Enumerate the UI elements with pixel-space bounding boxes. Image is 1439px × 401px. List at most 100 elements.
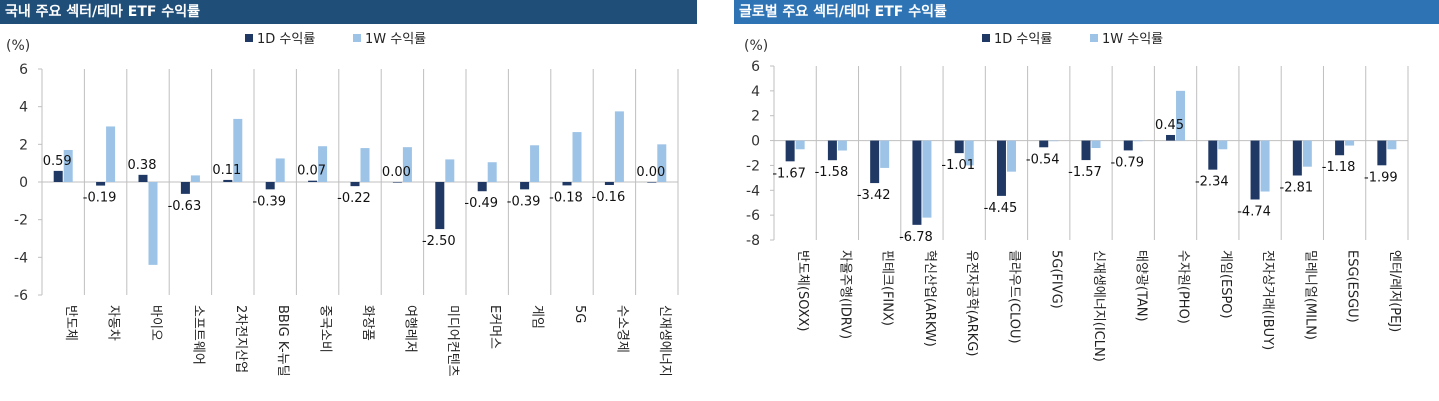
data-label-1d: -0.63 xyxy=(168,199,202,214)
y-axis-unit: (%) xyxy=(744,38,768,54)
category-label: 여행레저 xyxy=(402,305,418,353)
y-tick-label: 4 xyxy=(751,84,760,100)
category-label: 중국소비 xyxy=(318,305,333,353)
chart-title: 글로벌 주요 섹터/테마 ETF 수익률 xyxy=(734,0,1439,24)
bar-1w xyxy=(487,162,497,182)
bar-1d xyxy=(1208,140,1218,170)
bar-1w xyxy=(614,111,624,182)
category-label: 수소경제 xyxy=(614,305,629,353)
legend-swatch-1d xyxy=(982,34,990,42)
category-label: 5G(FIVG) xyxy=(1049,250,1064,309)
category-label: 미디어컨텐츠 xyxy=(445,305,460,377)
bar-1w xyxy=(106,126,116,182)
y-tick-label: -4 xyxy=(14,250,28,266)
bar-1w xyxy=(1260,140,1270,192)
global-etf-panel: 글로벌 주요 섹터/테마 ETF 수익률 (%) 1D 수익률 1W 수익률 -8 -6… xyxy=(734,0,1439,401)
bar-1d xyxy=(562,182,572,186)
legend-label-1d: 1D 수익률 xyxy=(257,32,315,47)
data-label-1d: -0.19 xyxy=(83,191,117,206)
bar-1w xyxy=(572,132,582,182)
data-label-1d: 0.07 xyxy=(297,164,326,179)
category-label: 수자원(PHO) xyxy=(1176,250,1191,324)
bar-1d xyxy=(96,182,106,186)
bar-1w xyxy=(530,145,540,182)
bar-1d xyxy=(392,182,402,183)
bar-1d xyxy=(954,140,964,154)
bar-1d xyxy=(827,140,837,161)
bar-1d xyxy=(1377,140,1387,166)
data-label-1d: 0.45 xyxy=(1155,118,1184,133)
data-label-1d: 0.59 xyxy=(43,154,72,169)
category-label: 신재생에너지(ICLN) xyxy=(1091,250,1106,362)
y-tick-label: -6 xyxy=(746,208,760,224)
bar-1d xyxy=(308,180,318,182)
bar-1d xyxy=(477,182,487,192)
bar-1w xyxy=(360,148,370,182)
bar-1w xyxy=(922,140,932,218)
y-axis-unit: (%) xyxy=(6,38,30,54)
bar-1w xyxy=(63,149,73,182)
category-label: 엔터/레저(PEJ) xyxy=(1387,250,1402,332)
data-label-1d: -0.49 xyxy=(464,196,498,211)
bar-1d xyxy=(53,170,63,182)
category-label: 유전자공학(ARKG) xyxy=(964,250,979,356)
bar-1d xyxy=(785,140,795,162)
data-label-1d: -6.78 xyxy=(899,230,933,245)
category-label: 신재생에너지 xyxy=(657,305,672,377)
category-label: 전자상거래(IBUY) xyxy=(1260,250,1275,350)
data-label-1d: -2.81 xyxy=(1280,180,1314,195)
bar-1w xyxy=(1176,90,1186,141)
legend-swatch-1w xyxy=(1090,34,1098,42)
y-tick-label: -2 xyxy=(746,158,760,174)
bar-1d xyxy=(223,179,233,182)
category-label: 태양광(TAN) xyxy=(1133,250,1148,322)
bar-1w xyxy=(657,144,667,182)
category-label: 자율주행(IDRV) xyxy=(837,250,853,339)
data-label-1d: -1.18 xyxy=(1322,160,1356,175)
data-label-1d: 0.00 xyxy=(636,165,665,180)
bar-1d xyxy=(350,182,360,187)
bar-1w xyxy=(190,175,200,182)
bar-1w xyxy=(1218,140,1228,150)
domestic-etf-chart: (%) 1D 수익률 1W 수익률 -6 -4 -2 0 2 4 6 0.59 반도체 -0.19 자동차… xyxy=(6,32,679,377)
category-label: 소프트웨어 xyxy=(190,305,205,365)
category-label: 핀테크(FINX) xyxy=(880,250,895,326)
data-label-1d: -1.67 xyxy=(772,166,806,181)
category-label: 혁신산업(ARKW) xyxy=(922,250,937,347)
bar-1w xyxy=(837,140,847,151)
data-label-1d: -0.16 xyxy=(592,190,626,205)
y-tick-label: -8 xyxy=(746,233,760,249)
bar-1d xyxy=(1039,140,1049,148)
data-label-1d: 0.38 xyxy=(128,158,157,173)
y-tick-label: -4 xyxy=(746,183,760,199)
y-tick-label: 6 xyxy=(19,62,28,78)
data-label-1d: 0.11 xyxy=(212,163,241,178)
bar-1d xyxy=(520,182,530,190)
legend-label-1w: 1W 수익률 xyxy=(365,32,426,47)
bar-1d xyxy=(870,140,880,184)
chart-title: 국내 주요 섹터/테마 ETF 수익률 xyxy=(0,0,697,24)
category-label: 2차전지산업 xyxy=(233,305,248,373)
bar-1w xyxy=(795,140,805,150)
category-label: 자동차 xyxy=(106,305,121,341)
legend-label-1d: 1D 수익률 xyxy=(994,32,1052,47)
data-label-1d: -1.57 xyxy=(1068,165,1102,180)
y-tick-label: -2 xyxy=(14,213,28,229)
bar-1d xyxy=(1123,140,1133,151)
category-label: ESG(ESGU) xyxy=(1345,250,1360,323)
data-label-1d: -0.22 xyxy=(337,191,371,206)
legend-swatch-1d xyxy=(245,34,253,42)
legend-swatch-1w xyxy=(353,34,361,42)
data-label-1d: -0.39 xyxy=(507,194,541,209)
category-label: 게임(ESPO) xyxy=(1218,250,1233,319)
bar-1w xyxy=(402,147,412,182)
y-tick-label: 2 xyxy=(751,109,760,125)
domestic-etf-panel: 국내 주요 섹터/테마 ETF 수익률 (%) 1D 수익률 1W 수익률 -6 -4 -… xyxy=(0,0,697,401)
category-label: 화장품 xyxy=(360,305,375,341)
category-label: BBIG K-뉴딜 xyxy=(275,305,290,377)
data-label-1d: -1.01 xyxy=(941,158,975,173)
category-label: 클라우드(CLOU) xyxy=(1006,250,1021,344)
bar-1w xyxy=(880,140,890,168)
bar-1w xyxy=(445,159,455,182)
bar-1w xyxy=(1006,140,1016,172)
